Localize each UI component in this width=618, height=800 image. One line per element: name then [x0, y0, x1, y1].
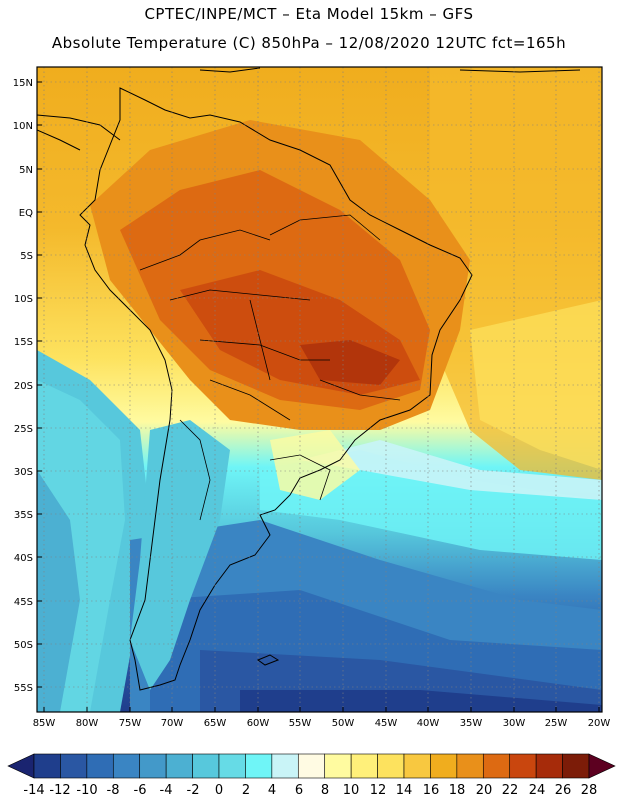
colorbar-label: -2: [187, 783, 200, 798]
lon-label: 20W: [588, 718, 611, 729]
colorbar-label: 12: [370, 783, 387, 798]
colorbar-label: 0: [215, 783, 223, 798]
colorbar-label: 16: [423, 783, 440, 798]
lat-label: 10N: [13, 121, 33, 132]
lon-label: 45W: [375, 718, 398, 729]
lon-label: 40W: [417, 718, 440, 729]
colorbar-swatch: [271, 753, 299, 779]
colorbar-swatch: [218, 753, 246, 779]
colorbar-label: 6: [295, 783, 303, 798]
colorbar-label: 14: [396, 783, 413, 798]
colorbar-label: -12: [49, 783, 70, 798]
colorbar-label: 22: [502, 783, 519, 798]
colorbar-swatch: [403, 753, 431, 779]
lon-label: 85W: [33, 718, 56, 729]
colorbar-label: -8: [107, 783, 120, 798]
colorbar-label: -10: [76, 783, 97, 798]
chart-title: CPTEC/INPE/MCT – Eta Model 15km – GFS: [144, 5, 474, 23]
colorbar-label: 4: [268, 783, 276, 798]
lon-label: 80W: [76, 718, 99, 729]
colorbar-label: 2: [242, 783, 250, 798]
colorbar-label: -14: [23, 783, 44, 798]
lon-label: 70W: [161, 718, 184, 729]
lat-label: 5N: [19, 165, 33, 176]
colorbar-swatch: [192, 753, 220, 779]
colorbar-swatch: [60, 753, 88, 779]
colorbar-label: -4: [160, 783, 173, 798]
colorbar-swatch: [86, 753, 114, 779]
colorbar-swatch: [165, 753, 193, 779]
lat-label: 30S: [14, 467, 33, 478]
chart-subtitle: Absolute Temperature (C) 850hPa – 12/08/…: [51, 34, 567, 52]
lat-label: 40S: [14, 553, 33, 564]
colorbar-label: 24: [529, 783, 546, 798]
lat-label: 55S: [14, 683, 33, 694]
lat-label: 15N: [13, 78, 33, 89]
temperature-field: [37, 67, 602, 712]
latitude-labels: 15N 10N 5N EQ 5S 10S 15S 20S 25S 30S 35S…: [13, 78, 33, 694]
colorbar-swatch: [324, 753, 352, 779]
colorbar-label: 18: [449, 783, 466, 798]
lon-label: 55W: [289, 718, 312, 729]
colorbar-swatch: [456, 753, 484, 779]
colorbar-label: -6: [134, 783, 147, 798]
colorbar-swatch: [33, 753, 61, 779]
lat-label: 5S: [20, 251, 33, 262]
lon-label: 25W: [545, 718, 568, 729]
lon-label: 75W: [119, 718, 142, 729]
lon-label: 30W: [503, 718, 526, 729]
colorbar-swatch: [377, 753, 405, 779]
colorbar-labels: -14 -12 -10 -8 -6 -4 -2 0 2 4 6 8 10 12 …: [23, 783, 597, 798]
colorbar-label: 8: [321, 783, 329, 798]
colorbar-swatch: [535, 753, 563, 779]
colorbar-swatch: [562, 753, 590, 779]
lon-label: 60W: [247, 718, 270, 729]
lat-label: EQ: [19, 208, 33, 219]
colorbar-label: 20: [476, 783, 493, 798]
lon-label: 65W: [204, 718, 227, 729]
colorbar-swatch: [350, 753, 378, 779]
coastline: [37, 67, 581, 691]
lat-label: 45S: [14, 597, 33, 608]
lat-label: 25S: [14, 424, 33, 435]
colorbar-swatch: [112, 753, 141, 779]
colorbar-label: 10: [343, 783, 360, 798]
colorbar: -14 -12 -10 -8 -6 -4 -2 0 2 4 6 8 10 12 …: [7, 753, 616, 798]
colorbar-swatch: [245, 753, 273, 779]
lat-label: 20S: [14, 381, 33, 392]
lat-label: 10S: [14, 294, 33, 305]
lat-label: 15S: [14, 337, 33, 348]
lat-label: 50S: [14, 640, 33, 651]
country-borders: [139, 214, 401, 521]
longitude-labels: 85W 80W 75W 70W 65W 60W 55W 50W 45W 40W …: [33, 718, 611, 729]
colorbar-high-arrow: [588, 753, 616, 779]
lon-label: 50W: [332, 718, 355, 729]
colorbar-swatch: [509, 753, 537, 779]
map-frame: [36, 66, 603, 713]
colorbar-swatch: [482, 753, 511, 779]
lon-label: 35W: [460, 718, 483, 729]
colorbar-swatch: [297, 753, 326, 779]
axis-ticks: [37, 81, 600, 712]
colorbar-low-arrow: [7, 753, 35, 779]
colorbar-label: 28: [581, 783, 598, 798]
colorbar-swatch: [139, 753, 167, 779]
lat-label: 35S: [14, 510, 33, 521]
colorbar-swatch: [430, 753, 458, 779]
colorbar-label: 26: [555, 783, 572, 798]
